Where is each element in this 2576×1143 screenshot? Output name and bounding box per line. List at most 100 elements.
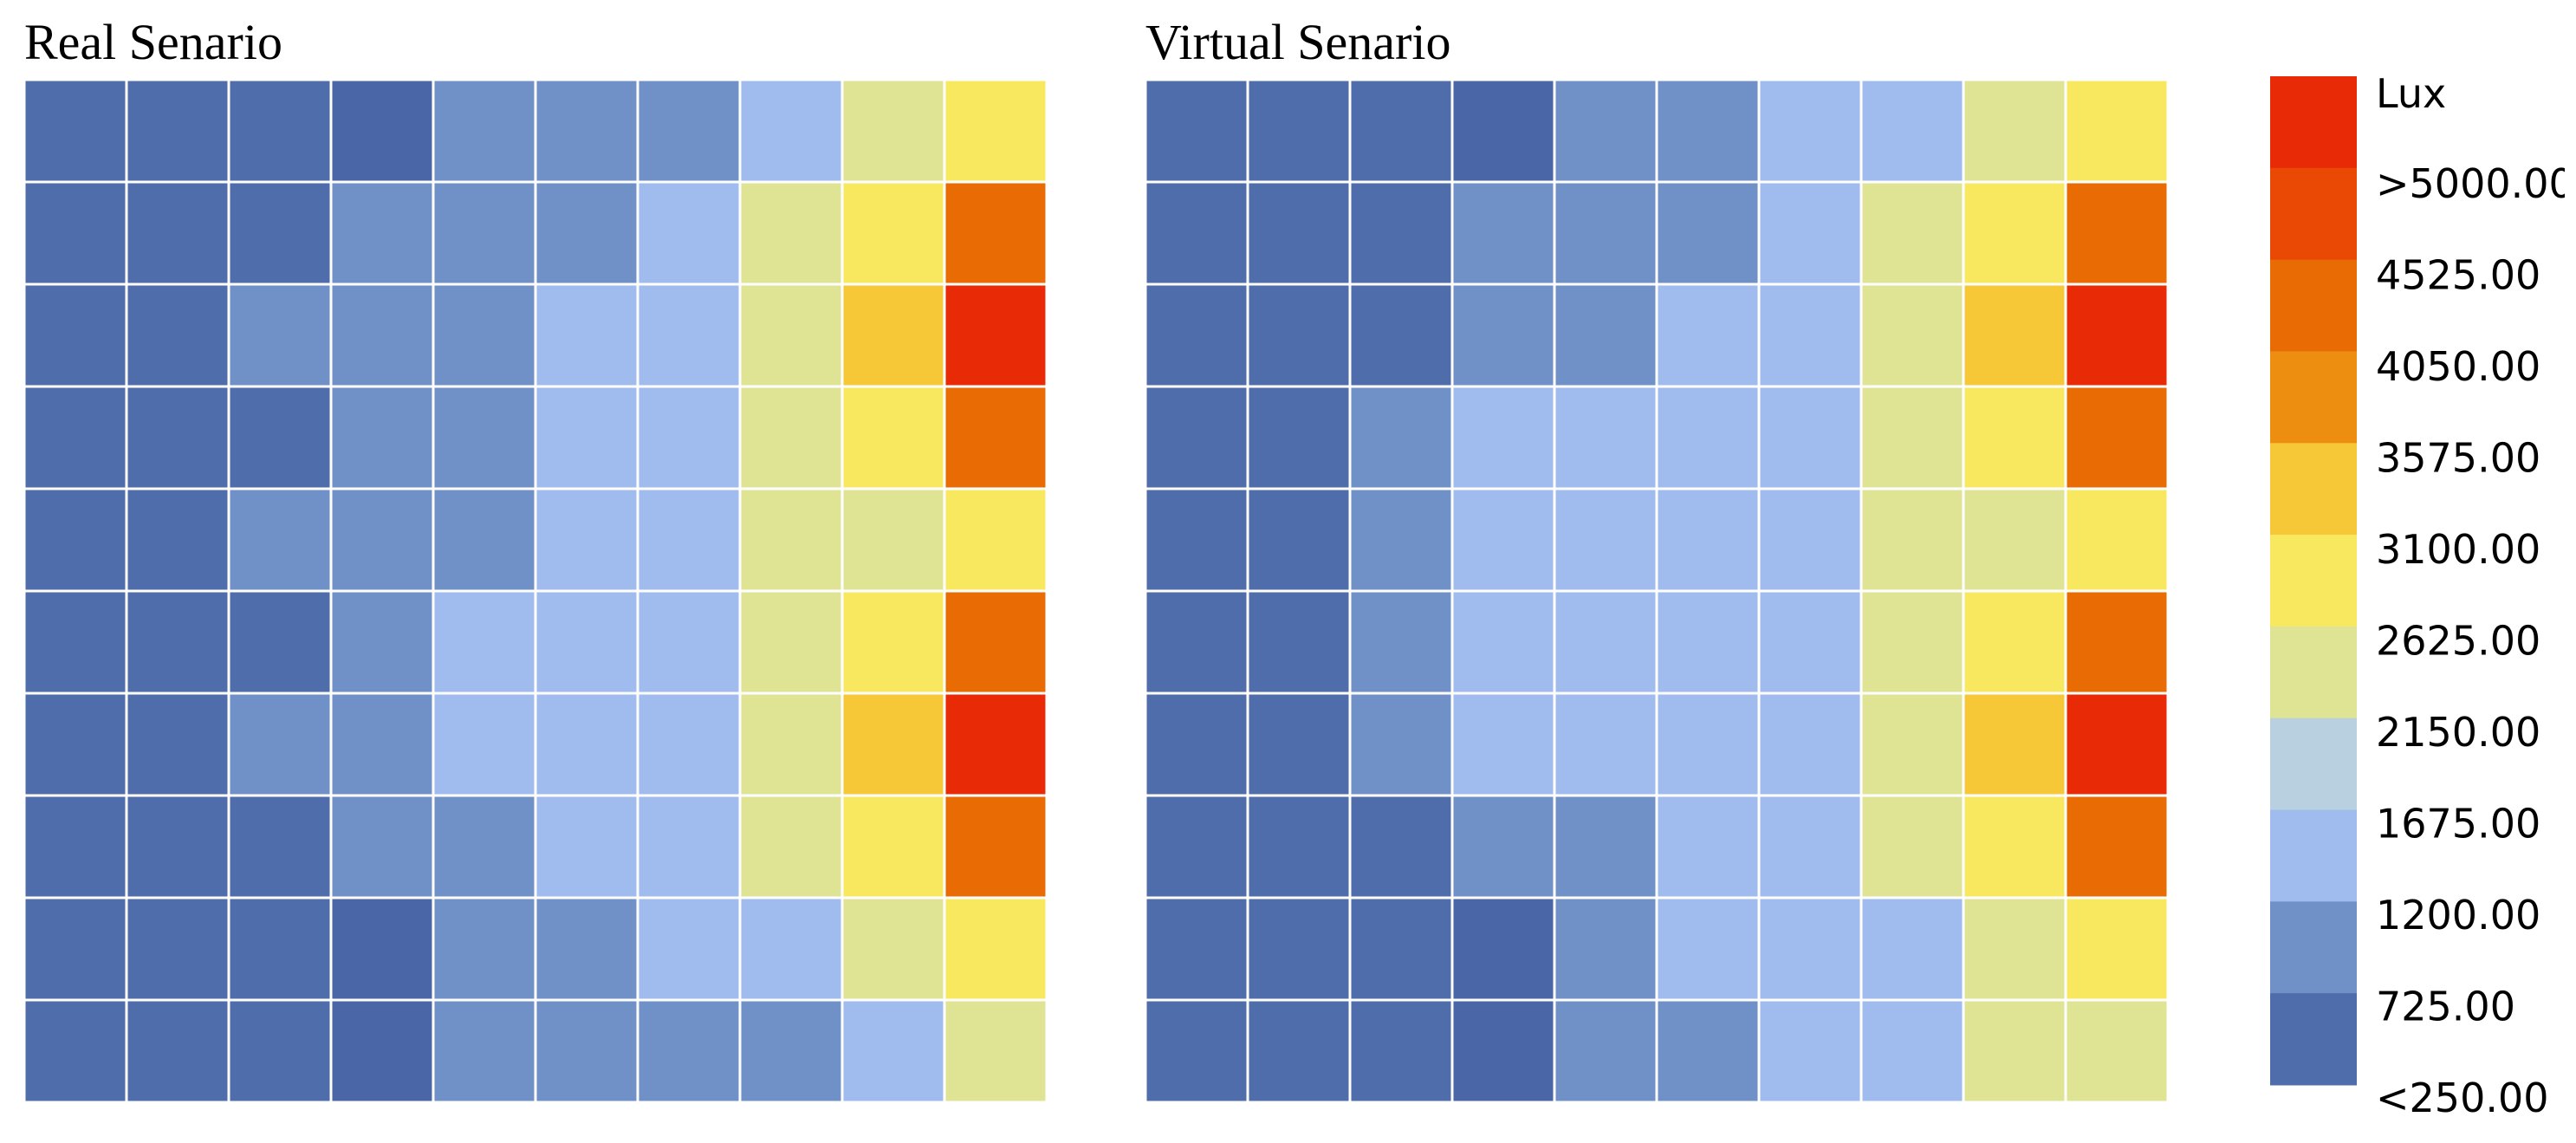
heatmap-cell: [1246, 589, 1352, 695]
heatmap-cell: [1553, 589, 1658, 695]
heatmap-cell: [840, 180, 946, 286]
heatmap-cell: [1757, 283, 1863, 388]
heatmap-cell: [1962, 692, 2067, 797]
heatmap-cell: [1859, 487, 1965, 593]
legend-color-band: [2270, 259, 2357, 352]
legend-color-band: [2270, 718, 2357, 811]
legend-tick-label: >5000.00: [2376, 160, 2565, 207]
legend-color-band: [2270, 626, 2357, 719]
heatmap-cell: [534, 896, 639, 1002]
heatmap-cell: [125, 692, 230, 797]
heatmap-cell: [1553, 385, 1658, 490]
legend-title: Lux: [2376, 70, 2446, 117]
heatmap-cell: [1348, 896, 1454, 1002]
heatmap-cell: [2064, 589, 2168, 695]
heatmap-cell: [2064, 283, 2168, 388]
heatmap-cell: [1348, 180, 1454, 286]
heatmap-cell: [1450, 794, 1556, 899]
heatmap-cell: [534, 80, 639, 184]
heatmap-cell: [431, 385, 537, 490]
heatmap-cell: [1962, 385, 2067, 490]
heatmap-cell: [1655, 692, 1761, 797]
heatmap-cell: [943, 998, 1047, 1102]
heatmap-cell: [125, 385, 230, 490]
heatmap-cell: [2064, 794, 2168, 899]
heatmap-cell: [636, 283, 742, 388]
heatmap-cell: [2064, 692, 2168, 797]
real-scenario-title: Real Senario: [24, 14, 282, 70]
heatmap-cell: [840, 80, 946, 184]
heatmap-cell: [1553, 283, 1658, 388]
heatmap-cell: [1450, 487, 1556, 593]
heatmap-cell: [636, 487, 742, 593]
heatmap-cell: [227, 487, 333, 593]
heatmap-cell: [738, 589, 844, 695]
heatmap-cell: [1859, 283, 1965, 388]
heatmap-cell: [431, 998, 537, 1102]
heatmap-cell: [1145, 896, 1249, 1002]
heatmap-cell: [329, 692, 435, 797]
heatmap-cell: [1145, 283, 1249, 388]
heatmap-cell: [1348, 692, 1454, 797]
heatmap-cell: [534, 487, 639, 593]
heatmap-cell: [227, 896, 333, 1002]
heatmap-cell: [24, 283, 128, 388]
heatmap-cell: [1348, 589, 1454, 695]
heatmap-cell: [840, 283, 946, 388]
heatmap-cell: [1655, 794, 1761, 899]
heatmap-cell: [2064, 385, 2168, 490]
heatmap-cell: [431, 896, 537, 1002]
heatmap-cell: [1859, 998, 1965, 1102]
legend-tick-label: 2625.00: [2376, 618, 2540, 665]
heatmap-cell: [1145, 998, 1249, 1102]
heatmap-cell: [1757, 80, 1863, 184]
heatmap-cell: [125, 794, 230, 899]
legend-tick-label: 1675.00: [2376, 801, 2540, 848]
heatmap-cell: [1450, 385, 1556, 490]
heatmap-cell: [2064, 487, 2168, 593]
heatmap-cell: [636, 80, 742, 184]
legend-tick-label: 725.00: [2376, 984, 2515, 1030]
heatmap-cell: [636, 998, 742, 1102]
heatmap-cell: [1655, 487, 1761, 593]
heatmap-cell: [1757, 692, 1863, 797]
heatmap-cell: [1757, 998, 1863, 1102]
heatmap-cell: [1145, 80, 1249, 184]
heatmap-cell: [1553, 998, 1658, 1102]
heatmap-cell: [24, 80, 128, 184]
heatmap-cell: [1348, 998, 1454, 1102]
heatmap-cell: [1655, 589, 1761, 695]
heatmap-cell: [1246, 80, 1352, 184]
heatmap-cell: [1553, 487, 1658, 593]
heatmap-cell: [1859, 589, 1965, 695]
heatmap-cell: [1962, 487, 2067, 593]
heatmap-cell: [227, 794, 333, 899]
legend-tick-label: 3100.00: [2376, 526, 2540, 573]
heatmap-cell: [1553, 180, 1658, 286]
heatmap-cell: [227, 385, 333, 490]
heatmap-cell: [1962, 998, 2067, 1102]
heatmap-cell: [738, 283, 844, 388]
heatmap-cell: [1348, 283, 1454, 388]
heatmap-cell: [1962, 794, 2067, 899]
heatmap-cell: [1757, 896, 1863, 1002]
heatmap-cell: [227, 692, 333, 797]
heatmap-cell: [1348, 794, 1454, 899]
heatmap-cell: [1655, 80, 1761, 184]
heatmap-cell: [329, 794, 435, 899]
heatmap-cell: [1246, 283, 1352, 388]
heatmap-cell: [1757, 385, 1863, 490]
heatmap-cell: [1553, 692, 1658, 797]
heatmap-cell: [738, 998, 844, 1102]
heatmap-cell: [943, 589, 1047, 695]
heatmap-cell: [1145, 794, 1249, 899]
heatmap-cell: [1553, 896, 1658, 1002]
heatmap-cell: [840, 692, 946, 797]
heatmap-cell: [943, 80, 1047, 184]
heatmap-cell: [1450, 283, 1556, 388]
heatmap-cell: [1246, 180, 1352, 286]
legend-color-band: [2270, 351, 2357, 444]
legend-color-band: [2270, 809, 2357, 902]
legend-tick-label: 2150.00: [2376, 709, 2540, 756]
heatmap-cell: [1962, 180, 2067, 286]
